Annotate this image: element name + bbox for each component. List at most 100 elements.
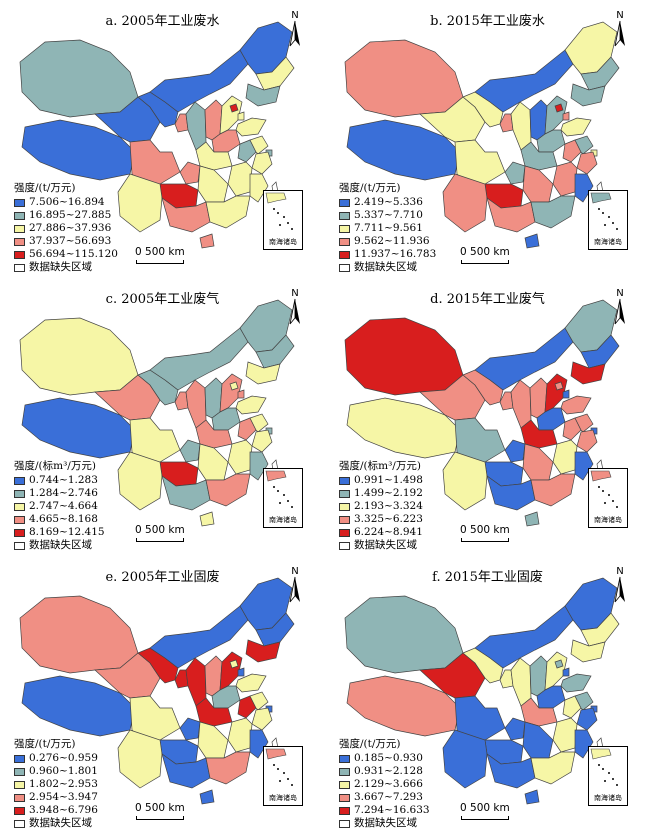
legend-item: 0.960~1.801: [14, 765, 98, 778]
legend-item: 16.895~27.885: [14, 209, 118, 222]
legend-swatch: [339, 476, 350, 485]
legend-swatch: [14, 489, 25, 498]
province-region: [522, 721, 554, 759]
province-region: [510, 379, 532, 429]
legend-title: 强度/(t/万元): [14, 182, 76, 194]
legend-item: 37.937~56.693: [14, 235, 118, 248]
province-region: [554, 659, 564, 669]
province-region: [227, 717, 253, 753]
legend-swatch: [339, 767, 350, 776]
province-region: [235, 673, 267, 693]
province-region: [227, 439, 253, 475]
legend-swatch: [14, 250, 25, 259]
province-region: [237, 667, 245, 677]
scale-bar-label: 0 500 km: [460, 802, 510, 814]
legend-swatch: [14, 502, 25, 511]
legend-swatch: [14, 541, 25, 550]
province-region: [245, 639, 281, 663]
north-label: N: [616, 566, 623, 577]
legend-swatch: [14, 237, 25, 246]
legend-item: 0.276~0.959: [14, 752, 98, 765]
legend-item-missing: 数据缺失区域: [14, 539, 105, 552]
legend-swatch: [14, 767, 25, 776]
north-arrow-icon: N: [609, 564, 631, 608]
map-title: d. 2015年工业废气: [430, 292, 545, 307]
inset-label: 南海诸岛: [594, 238, 622, 246]
legend-item: 2.747~4.664: [14, 500, 105, 513]
legend-swatch: [339, 528, 350, 537]
province-region: [237, 695, 257, 719]
legend-item: 27.886~37.936: [14, 222, 118, 235]
legend-label: 6.224~8.941: [354, 526, 423, 538]
legend-swatch: [339, 754, 350, 763]
north-label: N: [616, 10, 623, 21]
province-region: [229, 381, 239, 391]
legend-label: 5.337~7.710: [354, 209, 423, 221]
legend-item: 2.193~3.324: [339, 500, 423, 513]
legend-label: 0.960~1.801: [29, 765, 98, 777]
province-region: [530, 473, 576, 507]
legend-label: 2.954~3.947: [29, 791, 98, 803]
province-region: [205, 473, 251, 507]
legend-title: 强度/(标m³/万元): [14, 460, 96, 472]
legend-label: 0.744~1.283: [29, 474, 98, 486]
legend-swatch: [14, 819, 25, 828]
province-region: [199, 511, 215, 527]
legend-item: 3.667~7.293: [339, 791, 430, 804]
south-china-sea-inset: 南海诸岛: [588, 190, 628, 250]
legend-swatch: [14, 780, 25, 789]
province-region: [179, 439, 201, 463]
province-region: [249, 135, 269, 155]
province-region: [197, 721, 229, 759]
legend-swatch: [339, 224, 350, 233]
legend-item: 3.948~6.796: [14, 804, 98, 817]
inset-map: [265, 192, 293, 230]
legend-item: 9.562~11.936: [339, 235, 436, 248]
province-region: [227, 161, 253, 197]
province-region: [522, 165, 554, 203]
legend-item: 3.325~6.223: [339, 513, 423, 526]
scale-bar: [461, 260, 509, 264]
map-legend: 强度/(标m³/万元) 0.744~1.283 1.284~2.746 2.747~4…: [14, 460, 105, 552]
province-region: [197, 165, 229, 203]
legend-item: 4.665~8.168: [14, 513, 105, 526]
province-region: [530, 751, 576, 785]
south-china-sea-inset: 南海诸岛: [588, 746, 628, 806]
province-region: [562, 139, 582, 163]
province-region: [19, 39, 139, 118]
inset-label: 南海诸岛: [594, 794, 622, 802]
legend-swatch: [339, 806, 350, 815]
province-region: [235, 117, 267, 137]
legend-label: 1.499~2.192: [354, 487, 423, 499]
north-label: N: [291, 10, 298, 21]
legend-label: 0.931~2.128: [354, 765, 423, 777]
province-region: [19, 317, 139, 396]
legend-item: 1.499~2.192: [339, 487, 423, 500]
china-province-map: [19, 577, 295, 805]
province-region: [552, 439, 578, 475]
province-region: [530, 195, 576, 229]
province-region: [510, 101, 532, 151]
legend-label: 0.991~1.498: [354, 474, 423, 486]
legend-swatch: [14, 806, 25, 815]
legend-item-missing: 数据缺失区域: [339, 817, 430, 830]
province-region: [19, 595, 139, 674]
province-region: [185, 379, 207, 429]
inset-label: 南海诸岛: [269, 238, 297, 246]
legend-swatch: [339, 211, 350, 220]
legend-label: 8.169~12.415: [29, 526, 105, 538]
inset-label: 南海诸岛: [269, 516, 297, 524]
province-region: [562, 111, 570, 121]
scale-bar: [461, 816, 509, 820]
legend-item-missing: 数据缺失区域: [339, 539, 423, 552]
legend-label: 11.937~16.783: [354, 248, 437, 260]
legend-label: 1.284~2.746: [29, 487, 98, 499]
province-region: [229, 659, 239, 669]
province-region: [562, 667, 570, 677]
legend-swatch: [14, 476, 25, 485]
china-province-map: [344, 21, 620, 249]
china-province-map: [19, 21, 295, 249]
province-region: [179, 161, 201, 185]
legend-label: 数据缺失区域: [354, 539, 417, 551]
province-region: [249, 691, 269, 711]
